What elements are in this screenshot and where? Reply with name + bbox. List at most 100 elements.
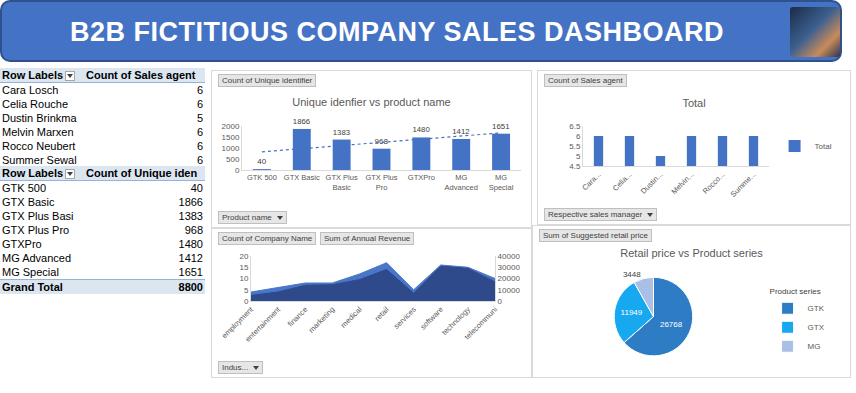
html-text:Rocco Neubert: Rocco Neubert <box>2 140 76 152</box>
html-text:1412: 1412 <box>178 252 203 264</box>
svg-text:GTX Basic: GTX Basic <box>284 173 320 182</box>
html-text:Count of Company Name: Count of Company Name <box>222 234 313 243</box>
html-text:Count of Sales agent: Count of Sales agent <box>86 69 196 81</box>
svg-text:0: 0 <box>498 297 503 306</box>
svg-text:20000: 20000 <box>498 274 521 283</box>
svg-text:Product series: Product series <box>770 287 821 296</box>
html-text:5: 5 <box>196 112 203 124</box>
html-text:Count of Unique identifier: Count of Unique identifier <box>222 76 313 85</box>
html-text:1383: 1383 <box>178 210 203 222</box>
svg-text:0: 0 <box>244 297 249 306</box>
svg-text:1480: 1480 <box>412 125 430 134</box>
html-text:Row Labels: Row Labels <box>2 69 64 81</box>
html-text:B2B FICTITIOUS COMPANY SALES D: B2B FICTITIOUS COMPANY SALES DASHBOARD <box>70 17 724 47</box>
html-text:6: 6 <box>196 126 203 138</box>
svg-text:6.5: 6.5 <box>569 122 581 131</box>
svg-text:retail: retail <box>373 305 391 323</box>
svg-text:employment: employment <box>220 304 256 340</box>
svg-text:Retail price vs Product series: Retail price vs Product series <box>620 247 763 259</box>
html-text:Dustin Brinkma: Dustin Brinkma <box>2 112 77 124</box>
svg-text:telecommuni: telecommuni <box>463 305 500 342</box>
svg-text:500: 500 <box>226 155 240 164</box>
svg-text:2000: 2000 <box>222 122 240 131</box>
svg-text:968: 968 <box>375 137 389 146</box>
svg-text:1412: 1412 <box>452 127 469 136</box>
html-text:Respective sales manager: Respective sales manager <box>548 210 643 219</box>
html-text:GTX Plus Basi: GTX Plus Basi <box>2 210 74 222</box>
svg-text:GTK: GTK <box>808 304 825 313</box>
svg-text:1500: 1500 <box>222 133 240 142</box>
svg-text:Summe...: Summe... <box>729 170 758 199</box>
svg-text:GTX: GTX <box>808 323 825 332</box>
html-text:968: 968 <box>184 224 203 236</box>
svg-text:26768: 26768 <box>660 320 683 329</box>
svg-text:GTXPro: GTXPro <box>408 173 435 182</box>
html-text:6: 6 <box>196 98 203 110</box>
html-text:Sum of Annual Revenue: Sum of Annual Revenue <box>324 234 411 243</box>
html-text:Count of Sales agent: Count of Sales agent <box>548 76 623 85</box>
html-text:Product name: Product name <box>222 213 272 222</box>
svg-text:medical: medical <box>339 305 364 330</box>
svg-text:1000: 1000 <box>222 144 240 153</box>
svg-text:marketing: marketing <box>307 305 337 335</box>
svg-text:5: 5 <box>576 152 581 161</box>
svg-text:MGSpecial: MGSpecial <box>489 173 514 192</box>
svg-text:5: 5 <box>244 286 249 295</box>
html-text:Cara Losch: Cara Losch <box>2 84 59 96</box>
svg-text:Cara...: Cara... <box>580 170 602 192</box>
svg-text:1383: 1383 <box>333 128 350 137</box>
svg-text:1866: 1866 <box>293 117 310 126</box>
svg-text:GTX PlusBasic: GTX PlusBasic <box>326 173 358 192</box>
svg-text:10: 10 <box>239 274 248 283</box>
html-text:Sum of Suggested retail price: Sum of Suggested retail price <box>543 231 648 240</box>
svg-text:40: 40 <box>257 157 266 166</box>
svg-text:Total: Total <box>815 142 832 151</box>
svg-text:Rocco...: Rocco... <box>701 170 727 196</box>
svg-text:40000: 40000 <box>498 252 521 261</box>
svg-text:3448: 3448 <box>623 270 641 279</box>
svg-text:Melvin...: Melvin... <box>669 170 695 196</box>
svg-text:MGAdvanced: MGAdvanced <box>445 173 478 192</box>
html-text:MG Advanced: MG Advanced <box>2 252 72 264</box>
svg-text:0: 0 <box>235 166 240 175</box>
html-text:GTK 500: GTK 500 <box>2 182 46 194</box>
svg-text:GTK 500: GTK 500 <box>247 173 277 182</box>
svg-text:5.5: 5.5 <box>569 142 581 151</box>
svg-text:6: 6 <box>576 132 581 141</box>
html-text:1480: 1480 <box>178 238 203 250</box>
html-text:1866: 1866 <box>178 196 203 208</box>
html-text:1651: 1651 <box>178 266 203 278</box>
svg-text:1651: 1651 <box>492 122 509 131</box>
html-text:Indus...: Indus... <box>222 363 249 372</box>
html-text:Celia Rouche: Celia Rouche <box>2 98 68 110</box>
html-text:Melvin Marxen: Melvin Marxen <box>2 126 74 138</box>
svg-text:30000: 30000 <box>498 263 521 272</box>
svg-text:10000: 10000 <box>498 286 521 295</box>
svg-text:services: services <box>392 305 418 331</box>
svg-text:technology: technology <box>440 305 472 337</box>
html-text:Summer Sewal: Summer Sewal <box>2 154 77 166</box>
svg-text:Total: Total <box>682 97 705 109</box>
svg-text:GTX PlusPro: GTX PlusPro <box>365 173 397 192</box>
html-text:Grand Total: Grand Total <box>2 281 63 293</box>
html-text:Row Labels: Row Labels <box>2 167 64 179</box>
svg-text:11949: 11949 <box>621 308 643 317</box>
html-text:GTX Plus Pro: GTX Plus Pro <box>2 224 70 236</box>
svg-text:20: 20 <box>239 252 248 261</box>
svg-text:15: 15 <box>239 263 248 272</box>
svg-text:Unique idenfier vs product nam: Unique idenfier vs product name <box>292 96 450 108</box>
html-text:GTX Basic: GTX Basic <box>2 196 55 208</box>
svg-text:entertainment: entertainment <box>243 304 282 343</box>
html-text:6: 6 <box>196 84 203 96</box>
html-text:8800: 8800 <box>178 281 203 293</box>
html-text:Count of Unique iden: Count of Unique iden <box>86 167 198 179</box>
html-text:40: 40 <box>190 182 203 194</box>
svg-text:software: software <box>418 305 444 331</box>
svg-text:MG: MG <box>808 342 821 351</box>
svg-text:Celia...: Celia... <box>611 170 634 193</box>
svg-text:Dustin...: Dustin... <box>639 170 665 196</box>
html-text:GTXPro: GTXPro <box>2 238 42 250</box>
svg-text:finance: finance <box>286 305 309 328</box>
svg-text:4.5: 4.5 <box>569 162 581 171</box>
html-text:MG Special: MG Special <box>2 266 59 278</box>
